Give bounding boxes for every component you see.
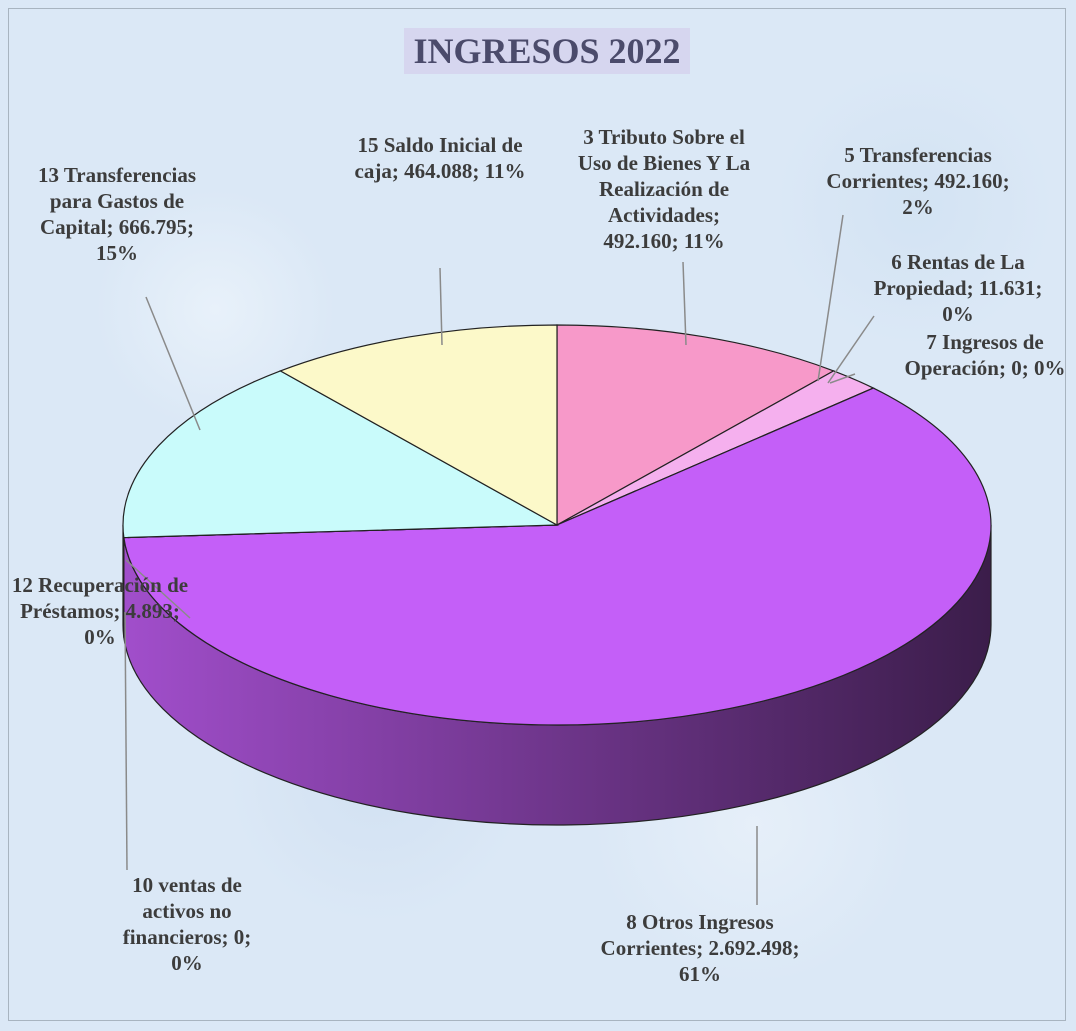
label-separator: ; [713, 203, 720, 227]
label-amount: 492.160 [603, 229, 672, 253]
label-amount: 2.692.498 [708, 936, 793, 960]
label-percent: 61% [679, 962, 721, 986]
slice [278, 324, 558, 527]
label-separator: ; [1002, 169, 1010, 193]
label-percent: 11% [683, 229, 725, 253]
slice [123, 387, 992, 726]
label-category: 8 Otros Ingresos Corrientes [600, 910, 774, 960]
label-category: 5 Transferencias Corrientes [826, 143, 992, 193]
label-amount: 11.631 [978, 276, 1036, 300]
label-separator: ; [696, 936, 709, 960]
label-separator: ; [187, 215, 194, 239]
label-separator: ; [671, 229, 684, 253]
label-separator: ; [922, 169, 935, 193]
label-category: 12 Recuperación de Préstamos [11, 573, 189, 623]
data-label: 13 Transferencias para Gastos de Capital… [33, 162, 201, 266]
data-label: 8 Otros Ingresos Corrientes; 2.692.498; … [595, 909, 805, 987]
leader-line [124, 611, 128, 871]
label-category: 15 Saldo Inicial de caja [354, 133, 523, 183]
label-category: 10 ventas de activos no financieros [122, 873, 242, 949]
data-label: 12 Recuperación de Préstamos; 4.893; 0% [5, 572, 195, 650]
label-separator: ; [221, 925, 234, 949]
label-percent: 11% [484, 159, 526, 183]
label-amount: 492.160 [934, 169, 1003, 193]
label-separator: ; [391, 159, 405, 183]
label-separator: ; [113, 599, 126, 623]
leader-line [145, 296, 201, 431]
label-separator: ; [999, 356, 1012, 380]
label-category: 7 Ingresos de Operación [904, 330, 1044, 380]
label-separator: ; [1021, 356, 1034, 380]
label-amount: 666.795 [118, 215, 187, 239]
chart-title: INGRESOS 2022 [404, 28, 690, 74]
label-separator: ; [1035, 276, 1043, 300]
label-separator: ; [244, 925, 252, 949]
label-separator: ; [472, 159, 485, 183]
data-label: 3 Tributo Sobre el Uso de Bienes Y La Re… [569, 124, 759, 254]
frame [8, 8, 1066, 1021]
data-label: 5 Transferencias Corrientes; 492.160; 2% [818, 142, 1018, 220]
label-separator: ; [966, 276, 979, 300]
data-label: 6 Rentas de La Propiedad; 11.631; 0% [873, 249, 1043, 327]
label-percent: 0% [84, 625, 116, 649]
leader-line [439, 267, 443, 346]
leader-line [125, 559, 191, 619]
label-amount: 0 [1011, 356, 1022, 380]
label-amount: 4.893 [125, 599, 173, 623]
slice [122, 370, 560, 539]
label-percent: 0% [1034, 356, 1066, 380]
data-label: 15 Saldo Inicial de caja; 464.088; 11% [354, 132, 526, 184]
label-separator: ; [106, 215, 119, 239]
label-separator: ; [792, 936, 800, 960]
label-category: 3 Tributo Sobre el Uso de Bienes Y La Re… [577, 125, 751, 227]
label-category: 6 Rentas de La Propiedad [873, 250, 1025, 300]
leader-line [682, 261, 687, 346]
label-category: 13 Transferencias para Gastos de Capital [37, 163, 197, 239]
label-amount: 0 [233, 925, 245, 949]
leader-line [827, 315, 875, 384]
label-separator: ; [172, 599, 180, 623]
leader-line [829, 373, 856, 384]
data-label: 7 Ingresos de Operación; 0; 0% [885, 329, 1076, 381]
label-percent: 2% [902, 195, 934, 219]
leader-line [817, 214, 844, 382]
label-percent: 0% [942, 302, 974, 326]
slice [556, 324, 836, 527]
label-percent: 15% [96, 241, 138, 265]
data-label: 10 ventas de activos no financieros; 0; … [112, 872, 262, 976]
label-percent: 0% [171, 951, 203, 975]
label-amount: 464.088 [404, 159, 473, 183]
